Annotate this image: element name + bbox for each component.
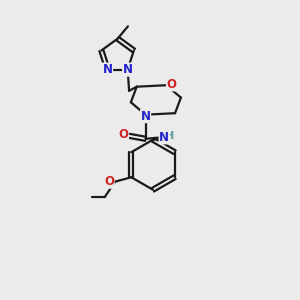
Text: O: O (118, 128, 128, 142)
Text: N: N (141, 110, 151, 123)
Text: O: O (104, 175, 114, 188)
Text: N: N (159, 131, 169, 144)
Text: N: N (103, 63, 112, 76)
Text: O: O (167, 78, 176, 91)
Text: H: H (165, 130, 175, 141)
Text: N: N (123, 63, 133, 76)
